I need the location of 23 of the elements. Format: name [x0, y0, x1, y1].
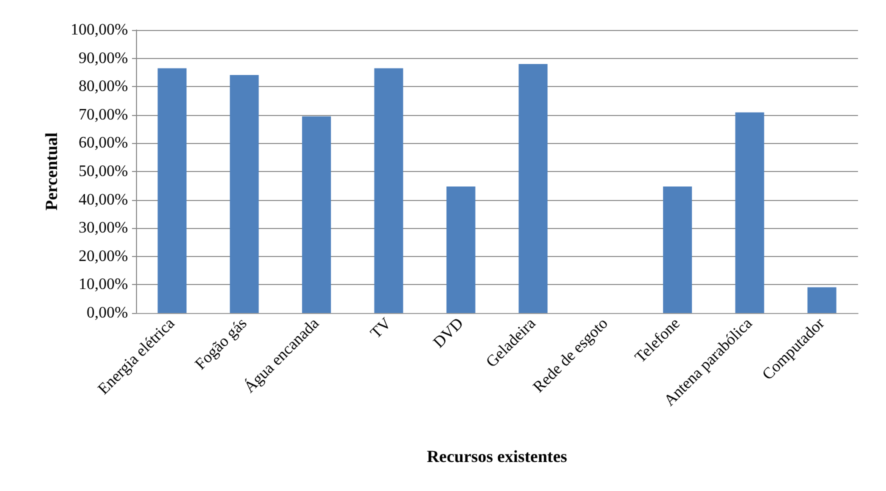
bar — [446, 186, 476, 313]
y-tick-label: 70,00% — [78, 106, 128, 124]
y-tick-label: 50,00% — [78, 163, 128, 180]
y-tick-label: 100,00% — [70, 22, 128, 38]
y-tick-label: 0,00% — [86, 304, 128, 322]
x-tick-label: TV — [368, 314, 396, 342]
bar — [807, 287, 836, 313]
y-tick-label: 60,00% — [78, 134, 128, 152]
bar — [663, 186, 692, 313]
bar — [230, 74, 259, 313]
bar — [374, 68, 404, 313]
bar — [735, 112, 764, 313]
y-tick-label: 20,00% — [78, 248, 128, 265]
y-tick-label: 10,00% — [78, 276, 128, 294]
bar — [158, 68, 187, 313]
y-tick-label: 80,00% — [78, 78, 128, 96]
y-tick-label: 40,00% — [78, 191, 128, 208]
x-axis-title: Recursos existentes — [426, 447, 568, 466]
y-tick-label: 30,00% — [78, 220, 128, 237]
y-axis-title: Percentual — [42, 132, 61, 211]
bar — [302, 116, 331, 313]
bar — [518, 64, 548, 313]
y-tick-label: 90,00% — [78, 50, 128, 67]
